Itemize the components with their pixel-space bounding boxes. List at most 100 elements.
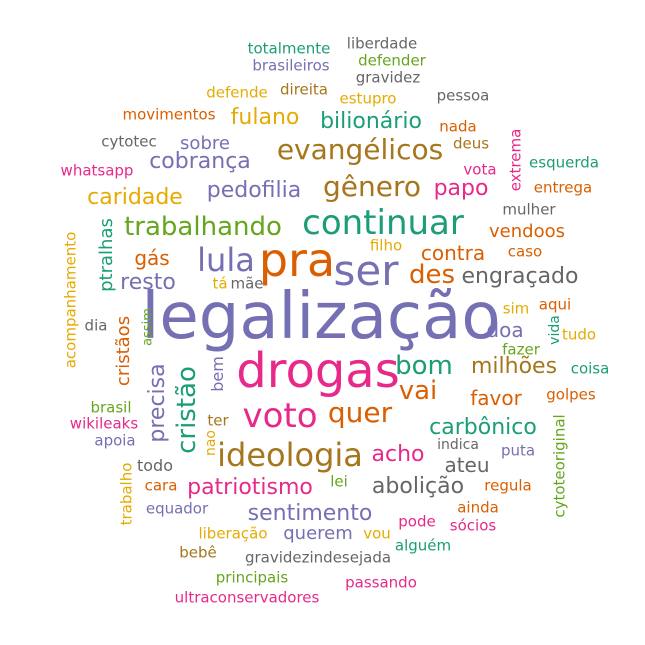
- word-alguem: alguém: [394, 536, 452, 555]
- word-ultraconservadores: ultraconservadores: [174, 588, 320, 607]
- word-entrega: entrega: [533, 178, 593, 197]
- word-defende: defende: [206, 83, 268, 102]
- word-querem: querem: [283, 523, 353, 544]
- word-fulano: fulano: [230, 105, 300, 130]
- word-sentimento: sentimento: [247, 501, 373, 526]
- word-mulher: mulher: [502, 200, 556, 219]
- word-ta: tá: [212, 274, 228, 293]
- word-cytotec: cytotec: [101, 132, 157, 151]
- word-gravidez: gravidez: [355, 68, 421, 87]
- word-papo: papo: [433, 176, 489, 201]
- word-brasileiros: brasileiros: [252, 56, 330, 75]
- word-aqui: aqui: [538, 295, 572, 314]
- word-vou: vou: [363, 524, 391, 543]
- word-trabalhando: trabalhando: [124, 212, 282, 242]
- word-genero: gênero: [323, 170, 421, 203]
- word-quer: quer: [327, 396, 393, 429]
- word-puta: puta: [500, 441, 536, 460]
- word-pra: pra: [258, 233, 336, 287]
- word-vida: vida: [547, 315, 563, 345]
- word-socios: sócios: [449, 516, 497, 535]
- word-gas: gás: [134, 246, 170, 270]
- word-carbonico: carbônico: [429, 415, 537, 440]
- word-gravidezindesejada: gravidezindesejada: [244, 548, 392, 567]
- word-lula: lula: [197, 241, 255, 279]
- word-movimentos: movimentos: [122, 105, 216, 124]
- word-resto: resto: [120, 270, 176, 295]
- word-esquerda: esquerda: [529, 153, 599, 172]
- word-bilionario: bilionário: [320, 109, 422, 134]
- word-equador: equador: [145, 499, 209, 518]
- word-estupro: estupro: [339, 89, 397, 108]
- word-ptralhas: ptralhas: [96, 218, 117, 292]
- word-todo: todo: [136, 456, 174, 475]
- word-pessoa: pessoa: [436, 86, 490, 105]
- word-engracado: engraçado: [461, 264, 579, 289]
- word-acho: acho: [371, 442, 425, 467]
- word-ter: ter: [207, 411, 229, 430]
- word-sim: sim: [502, 299, 530, 318]
- word-dia: dia: [84, 316, 108, 335]
- word-extrema: extrema: [506, 128, 525, 192]
- word-cara: cara: [144, 476, 178, 495]
- word-fazer: fazer: [502, 340, 540, 359]
- word-ideologia: ideologia: [217, 436, 363, 474]
- word-tudo: tudo: [561, 325, 597, 344]
- word-brasil: brasil: [90, 398, 132, 417]
- word-milhoes: milhões: [470, 354, 558, 379]
- word-deus: deus: [452, 134, 490, 153]
- word-lei: lei: [330, 472, 348, 491]
- word-liberacao: liberação: [198, 524, 268, 543]
- word-pode: pode: [398, 512, 436, 531]
- word-defender: defender: [358, 51, 426, 70]
- word-favor: favor: [470, 386, 522, 410]
- word-wikileaks: wikileaks: [69, 414, 139, 433]
- word-passando: passando: [345, 573, 417, 592]
- word-evangelicos: evangélicos: [276, 133, 444, 166]
- word-nada: nada: [439, 117, 477, 136]
- word-cristaos: cristãos: [113, 315, 134, 387]
- word-principais: principais: [215, 568, 289, 587]
- word-sobre: sobre: [180, 133, 230, 154]
- word-doa: doa: [486, 318, 524, 342]
- word-vota: vota: [463, 160, 497, 179]
- word-precisa: precisa: [145, 363, 170, 443]
- word-bem: bem: [208, 356, 227, 392]
- word-bom: bom: [395, 351, 453, 381]
- word-totalmente: totalmente: [247, 39, 331, 58]
- word-legalizacao: legalização: [141, 280, 501, 354]
- word-vendoos: vendoos: [489, 221, 565, 242]
- word-cristao: cristão: [172, 366, 202, 454]
- word-nao: nao: [203, 429, 219, 457]
- word-drogas: drogas: [236, 343, 400, 399]
- word-caso: caso: [507, 242, 543, 261]
- word-ainda: ainda: [457, 498, 499, 517]
- word-apoia: apoia: [94, 431, 136, 450]
- word-ser: ser: [333, 246, 399, 295]
- word-continuar: continuar: [302, 203, 464, 243]
- word-patriotismo: patriotismo: [187, 475, 313, 500]
- word-bebe: bebê: [179, 543, 217, 562]
- word-whatsapp: whatsapp: [60, 161, 134, 180]
- word-cytoteoriginal: cytoteoriginal: [550, 414, 569, 518]
- word-golpes: golpes: [546, 385, 596, 404]
- word-regula: regula: [484, 476, 532, 495]
- word-filho: filho: [369, 236, 403, 255]
- word-des: des: [408, 260, 456, 290]
- word-cobranca: cobrança: [149, 149, 251, 174]
- word-mae: mãe: [230, 274, 264, 293]
- word-caridade: caridade: [87, 185, 183, 210]
- word-abolicao: abolição: [371, 474, 465, 499]
- word-coisa: coisa: [570, 359, 610, 378]
- word-liberdade: liberdade: [346, 34, 418, 53]
- word-trabalho: trabalho: [117, 462, 136, 526]
- word-ateu: ateu: [444, 453, 490, 477]
- word-contra: contra: [420, 241, 486, 265]
- word-acompanhamento: acompanhamento: [61, 231, 80, 369]
- word-voto: voto: [242, 396, 318, 436]
- word-vai: vai: [398, 376, 438, 406]
- word-direita: direita: [280, 80, 328, 99]
- word-pedofilia: pedofilia: [206, 178, 302, 203]
- word-assim: assim: [140, 308, 156, 346]
